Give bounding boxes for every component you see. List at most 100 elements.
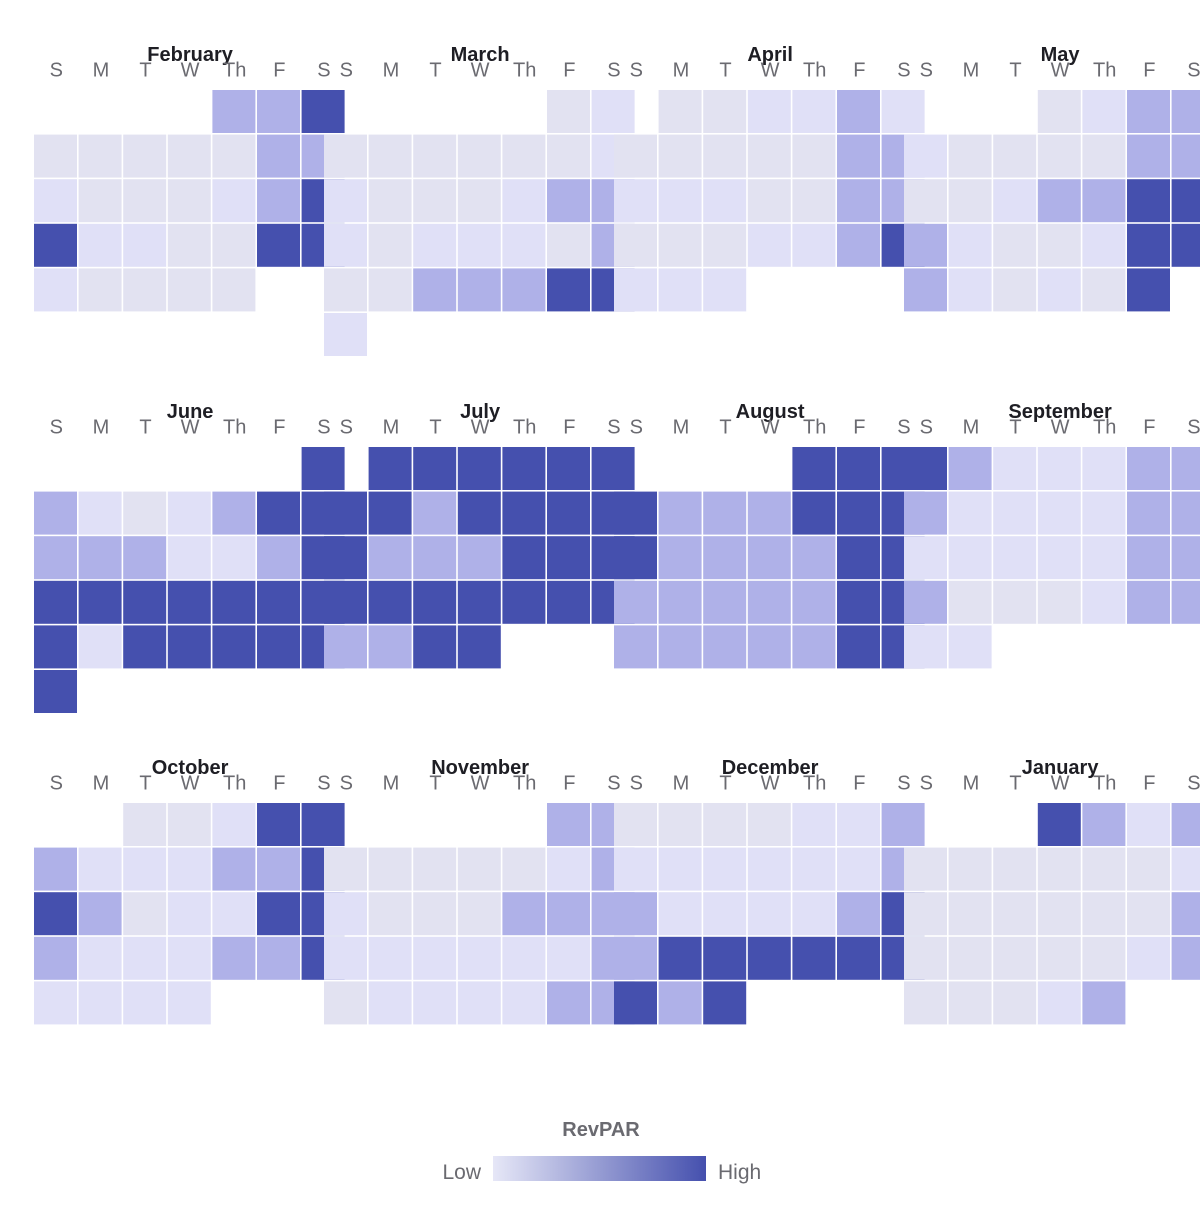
day-cell-september-19 [1082, 536, 1126, 580]
day-cell-may-29 [1037, 268, 1081, 312]
weekday-label: S [630, 417, 643, 439]
day-cell-february-23 [257, 223, 300, 267]
day-cell-july-6 [591, 447, 635, 490]
day-cell-august-28 [747, 625, 791, 669]
day-cell-october-21 [78, 936, 122, 980]
day-cell-may-30 [1082, 268, 1126, 312]
weekday-label: W [1051, 417, 1070, 439]
day-cell-june-2 [34, 491, 77, 535]
day-cell-february-4 [34, 134, 77, 178]
day-cell-may-10 [1127, 134, 1170, 178]
day-cell-january-14 [993, 892, 1037, 936]
day-cell-december-31 [703, 981, 747, 1025]
day-cell-december-11 [747, 847, 791, 891]
day-cell-july-8 [368, 491, 412, 535]
day-cell-november-6 [457, 847, 501, 891]
day-cell-october-25 [257, 936, 300, 980]
day-cell-april-6 [881, 90, 925, 133]
weekday-label: W [1051, 773, 1070, 795]
weekday-label: Th [1093, 773, 1116, 795]
day-cell-january-28 [993, 981, 1037, 1025]
day-cell-january-21 [993, 936, 1037, 980]
day-cell-december-4 [747, 803, 791, 846]
weekday-label: F [273, 60, 285, 82]
month-title-october: October [152, 757, 229, 779]
day-cell-december-27 [837, 936, 880, 980]
weekday-label: F [853, 773, 865, 795]
day-cell-may-28 [993, 268, 1037, 312]
day-cell-june-14 [257, 536, 300, 580]
day-cell-june-26 [167, 625, 211, 669]
day-cell-may-22 [1037, 223, 1081, 267]
month-august: August S M T W Th F S [614, 401, 925, 669]
day-cell-july-15 [368, 536, 412, 580]
month-title-june: June [167, 401, 214, 423]
day-cell-april-22 [658, 223, 702, 267]
day-cell-july-1 [368, 447, 412, 490]
day-cell-may-23 [1082, 223, 1126, 267]
weekday-label: M [93, 773, 110, 795]
day-cell-february-29 [212, 268, 256, 312]
day-cell-june-9 [34, 536, 77, 580]
day-cell-february-27 [123, 268, 167, 312]
day-cell-november-25 [368, 981, 412, 1025]
day-cell-april-30 [703, 268, 747, 312]
day-cell-february-12 [78, 179, 122, 223]
month-january: January S M T W Th F S [904, 757, 1200, 1025]
day-cell-april-9 [703, 134, 747, 178]
day-cell-august-18 [614, 580, 657, 624]
day-cell-february-6 [123, 134, 167, 178]
month-october: October S M T W Th F S [34, 757, 345, 1025]
month-september: September S M T W Th F S [904, 401, 1200, 669]
day-cell-february-1 [212, 90, 256, 133]
day-cell-july-2 [413, 447, 457, 490]
day-cell-april-5 [837, 90, 880, 133]
day-cell-february-25 [34, 268, 77, 312]
day-cell-may-4 [1171, 90, 1200, 133]
day-cell-september-11 [1037, 491, 1081, 535]
weekday-label: W [761, 60, 780, 82]
day-cell-december-26 [792, 936, 836, 980]
day-cell-may-27 [948, 268, 992, 312]
day-cell-august-26 [658, 625, 702, 669]
day-cell-august-20 [703, 580, 747, 624]
day-cell-november-4 [368, 847, 412, 891]
day-cell-april-14 [614, 179, 657, 223]
weekday-label: M [963, 60, 980, 82]
day-cell-february-7 [167, 134, 211, 178]
day-cell-march-5 [413, 134, 457, 178]
day-cell-september-26 [1082, 580, 1126, 624]
day-cell-august-12 [658, 536, 702, 580]
day-cell-october-11 [257, 847, 300, 891]
day-cell-december-10 [703, 847, 747, 891]
weekday-label: S [897, 773, 910, 795]
month-march: March S M T W Th F S [324, 44, 635, 356]
day-cell-june-6 [212, 491, 256, 535]
day-cell-october-30 [167, 981, 211, 1025]
weekday-label: M [93, 417, 110, 439]
day-cell-october-27 [34, 981, 77, 1025]
weekday-label: S [1187, 417, 1200, 439]
day-cell-february-28 [167, 268, 211, 312]
weekday-label: Th [513, 60, 536, 82]
day-cell-february-2 [257, 90, 300, 133]
day-cell-february-13 [123, 179, 167, 223]
day-cell-january-23 [1082, 936, 1126, 980]
day-cell-june-25 [123, 625, 167, 669]
day-cell-august-23 [837, 580, 880, 624]
day-cell-december-24 [703, 936, 747, 980]
month-title-may: May [1041, 44, 1081, 66]
day-cell-september-22 [904, 580, 947, 624]
day-cell-may-14 [993, 179, 1037, 223]
day-cell-april-2 [703, 90, 747, 133]
months-grid: February S M T W Th F S March S M T W Th F S April S M T W Th… [34, 44, 1200, 1025]
day-cell-april-16 [703, 179, 747, 223]
day-cell-september-15 [904, 536, 947, 580]
day-cell-march-3 [324, 134, 367, 178]
weekday-label: W [181, 417, 200, 439]
day-cell-march-31 [324, 313, 367, 356]
day-cell-may-9 [1082, 134, 1126, 178]
day-cell-april-4 [792, 90, 836, 133]
day-cell-november-29 [547, 981, 590, 1025]
day-cell-april-21 [614, 223, 657, 267]
